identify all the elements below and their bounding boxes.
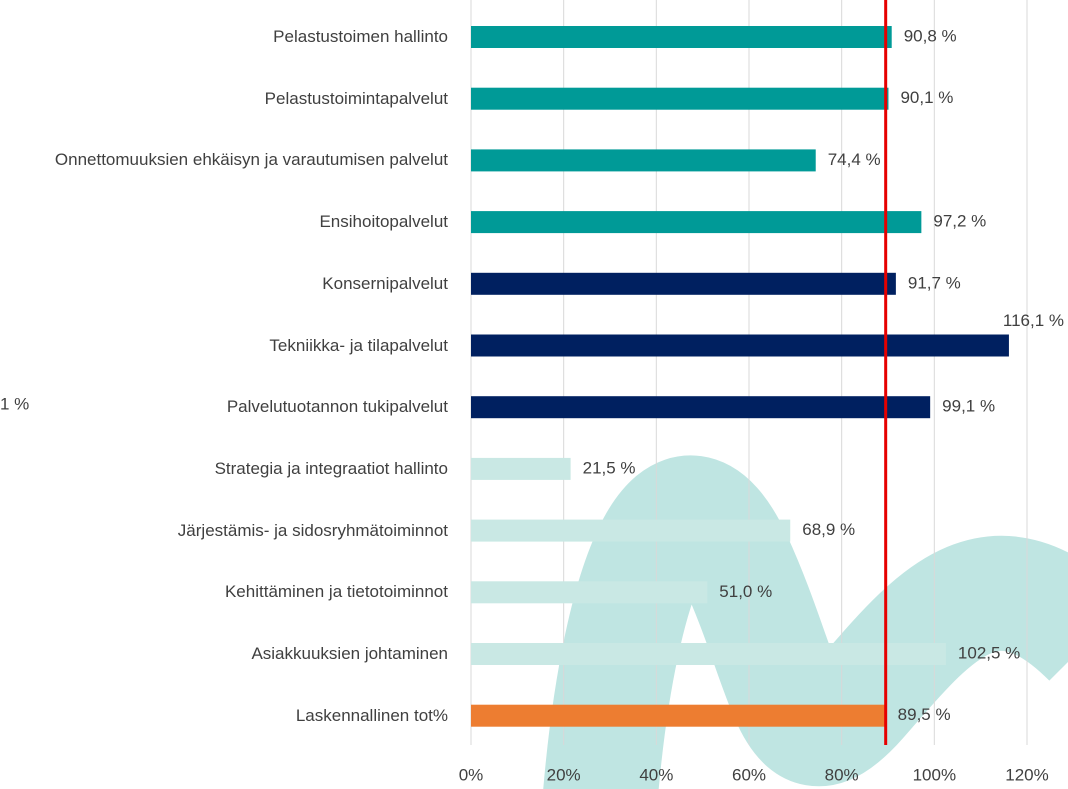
value-label: 97,2 % [933, 212, 986, 231]
bar [471, 88, 888, 110]
bar [471, 211, 921, 233]
x-tick-label: 100% [913, 765, 956, 784]
category-label: Pelastustoimen hallinto [8, 26, 448, 48]
value-label: 90,8 % [904, 26, 957, 45]
x-tick-label: 40% [639, 765, 673, 784]
x-tick-label: 120% [1005, 765, 1048, 784]
bar [471, 335, 1009, 357]
category-label: Konsernipalvelut [8, 273, 448, 295]
value-label: 89,5 % [898, 705, 951, 724]
bar [471, 273, 896, 295]
value-label: 90,1 % [900, 88, 953, 107]
category-label: Asiakkuuksien johtaminen [8, 643, 448, 665]
category-label: Järjestämis- ja sidosryhmätoiminnot [8, 520, 448, 542]
bar [471, 520, 790, 542]
bar [471, 643, 946, 665]
chart: 1 % 0%20%40%60%80%100%120%90,8 %90,1 %74… [0, 0, 1068, 789]
bar [471, 149, 816, 171]
category-label: Onnettomuuksien ehkäisyn ja varautumisen… [8, 149, 448, 171]
value-label: 68,9 % [802, 520, 855, 539]
category-label: Tekniikka- ja tilapalvelut [8, 335, 448, 357]
value-label: 51,0 % [719, 582, 772, 601]
x-tick-label: 0% [459, 765, 484, 784]
bar [471, 458, 571, 480]
category-label: Ensihoitopalvelut [8, 211, 448, 233]
value-label: 21,5 % [583, 458, 636, 477]
value-label: 91,7 % [908, 273, 961, 292]
value-label: 116,1 % [1003, 311, 1064, 330]
value-label: 74,4 % [828, 150, 881, 169]
x-tick-label: 20% [547, 765, 581, 784]
bar [471, 26, 892, 48]
category-label: Strategia ja integraatiot hallinto [8, 458, 448, 480]
page: 1 % 0%20%40%60%80%100%120%90,8 %90,1 %74… [0, 0, 1068, 789]
x-tick-label: 60% [732, 765, 766, 784]
x-tick-label: 80% [825, 765, 859, 784]
bar [471, 581, 707, 603]
category-label: Palvelutuotannon tukipalvelut [8, 396, 448, 418]
category-label: Pelastustoimintapalvelut [8, 88, 448, 110]
category-label: Laskennallinen tot% [8, 705, 448, 727]
bar [471, 396, 930, 418]
value-label: 99,1 % [942, 397, 995, 416]
bar [471, 705, 886, 727]
category-label: Kehittäminen ja tietotoiminnot [8, 581, 448, 603]
value-label: 102,5 % [958, 643, 1020, 662]
